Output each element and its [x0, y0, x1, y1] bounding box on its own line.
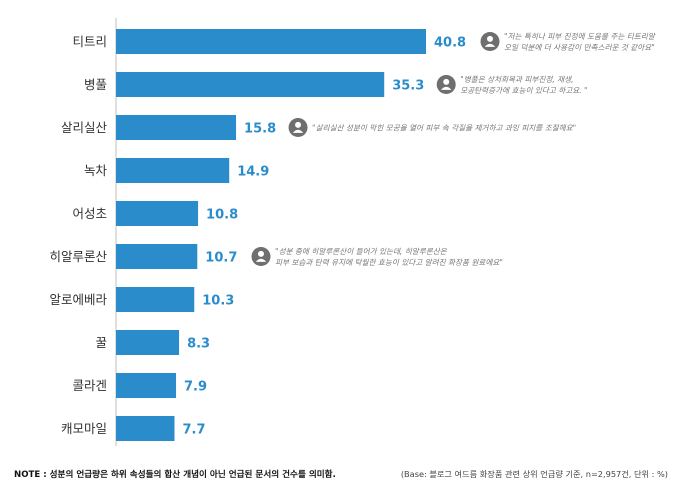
value-label: 15.8: [244, 122, 276, 137]
category-label: 꿀: [95, 335, 107, 350]
value-label: 14.9: [237, 165, 269, 180]
annotation-text: "저는 특히나 피부 진정에 도움을 주는 티트리알: [504, 32, 656, 41]
bar: [116, 373, 177, 398]
annotation-text: "병풀은 상처회복과 피부진정, 재생,: [460, 75, 573, 84]
annotation-text: 피부 보습과 탄력 유지에 탁월한 효능이 있다고 알려진 화장품 원료에요": [275, 258, 503, 267]
category-label: 녹차: [84, 163, 108, 178]
bar-chart: 티트리 40.8 병풀 35.3 살리실산 15.8 녹차 14.9 어성초 10.8 히알루론산 1…: [49, 18, 656, 446]
value-label: 8.3: [187, 337, 210, 352]
user-icon: [436, 75, 456, 94]
annotation-text: 오일 덕분에 더 사용감이 만족스러운 것 같아요": [504, 43, 655, 52]
category-label: 알로에베라: [49, 292, 107, 307]
bar: [116, 72, 385, 97]
footer-note: NOTE : 성분의 언급량은 하위 속성들의 합산 개념이 아닌 언급된 문서…: [14, 470, 336, 480]
bar: [116, 115, 237, 140]
bar: [116, 29, 426, 54]
category-label: 히알루론산: [49, 249, 107, 264]
value-label: 35.3: [392, 79, 424, 94]
annotation-text: "살리실산 성분이 막힌 모공을 열어 피부 속 각질을 제거하고 과잉 피지를…: [312, 124, 576, 133]
value-label: 40.8: [434, 36, 466, 51]
footer-base: (Base: 블로그 여드름 화장품 관련 상위 언급량 기준, n=2,957…: [400, 469, 668, 479]
annotation-text: "성분 중에 히알루론산이 들어가 있는데, 히알루론산은: [275, 247, 448, 256]
value-label: 7.9: [184, 380, 207, 395]
value-label: 10.7: [205, 251, 237, 266]
user-icon: [288, 118, 308, 137]
value-label: 10.3: [202, 294, 234, 309]
bar: [116, 330, 180, 355]
value-label: 7.7: [183, 423, 206, 438]
bar: [116, 287, 195, 312]
bar: [116, 416, 175, 441]
annotation-text: 모공탄력증가에 효능이 있다고 하고요. ": [460, 86, 587, 95]
bar: [116, 201, 199, 226]
category-label: 콜라겐: [72, 378, 107, 393]
category-label: 살리실산: [61, 120, 108, 135]
category-label: 병풀: [84, 77, 107, 92]
user-icon: [480, 32, 500, 51]
category-label: 어성초: [72, 206, 107, 221]
category-label: 캐모마일: [61, 421, 107, 436]
value-label: 10.8: [206, 208, 238, 223]
category-label: 티트리: [72, 34, 107, 49]
user-icon: [251, 247, 271, 266]
bar: [116, 244, 198, 269]
bar: [116, 158, 230, 183]
